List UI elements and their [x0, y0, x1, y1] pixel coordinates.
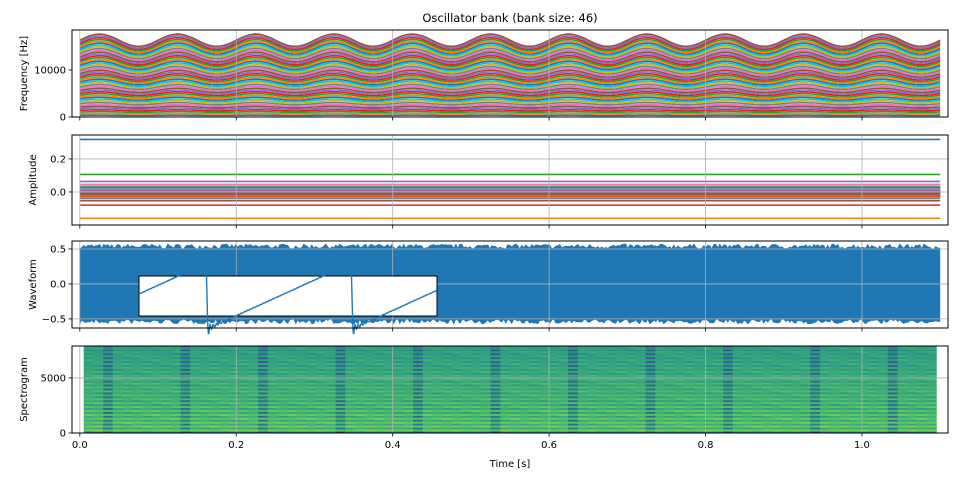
x-axis-label: Time [s]: [489, 459, 531, 470]
y-axis-label: Amplitude: [28, 154, 39, 205]
x-tick-label: 0.0: [72, 440, 88, 451]
y-axis-label: Waveform: [28, 259, 39, 310]
x-tick-label: 0.8: [698, 440, 714, 451]
y-axis-label: Frequency [Hz]: [19, 36, 30, 112]
y-tick-label: 0.2: [50, 154, 66, 165]
plot-area: [84, 346, 937, 433]
y-tick-label: 0: [60, 113, 66, 124]
oscillator-frequency-line: [80, 112, 940, 113]
plot-area: [80, 30, 940, 117]
y-tick-label: 5000: [41, 373, 66, 384]
y-tick-label: 10000: [34, 65, 66, 76]
plot-area: [80, 139, 940, 218]
y-tick-label: −0.5: [42, 314, 66, 325]
x-tick-label: 0.6: [541, 440, 557, 451]
y-tick-label: 0: [60, 429, 66, 440]
y-axis-label: Spectrogram: [19, 357, 30, 422]
grid: [72, 135, 948, 225]
y-tick-label: 0.0: [50, 279, 66, 290]
x-tick-label: 0.4: [385, 440, 401, 451]
y-tick-label: 0.5: [50, 244, 66, 255]
spectrogram-panel: 0 5000 0.0 0.2 0.4 0.6 0.8 1.0 Spectrogram: [19, 346, 948, 451]
chart-title: Oscillator bank (bank size: 46): [422, 11, 597, 25]
x-tick-label: 1.0: [854, 440, 870, 451]
oscillator-frequency-line: [80, 113, 940, 114]
axes-frame: [72, 135, 948, 225]
amplitude-panel: 0.0 0.2 Amplitude: [28, 135, 948, 229]
x-tick-label: 0.2: [228, 440, 244, 451]
frequency-panel: 0 10000 Frequency [Hz]: [19, 30, 948, 124]
y-tick-label: 0.0: [50, 187, 66, 198]
